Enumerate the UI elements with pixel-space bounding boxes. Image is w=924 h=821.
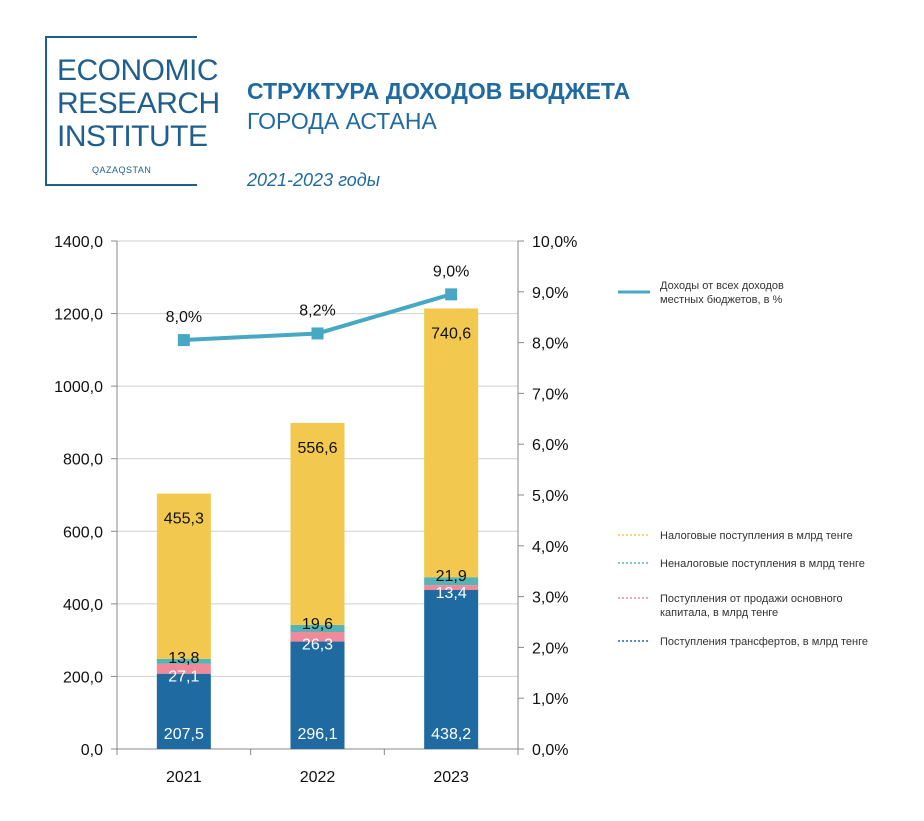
- line-point: [177, 334, 190, 347]
- logo-line-3: INSTITUTE: [57, 120, 208, 153]
- line-point: [445, 288, 458, 301]
- y-tick-label: 600,0: [63, 524, 103, 541]
- bar-segment: [424, 589, 479, 749]
- x-tick-label: 2022: [300, 769, 336, 786]
- data-label-nontax: 19,6: [302, 616, 333, 633]
- bar-segment: [156, 658, 211, 664]
- data-label-transfers: 207,5: [164, 726, 204, 743]
- data-label-tax: 556,6: [297, 440, 337, 457]
- line-label: 9,0%: [433, 263, 469, 280]
- bar-segment: [156, 663, 211, 674]
- line-label: 8,0%: [166, 309, 202, 326]
- y-tick-label: 800,0: [63, 452, 103, 469]
- logo: ECONOMIC RESEARCH INSTITUTE QAZAQSTAN: [45, 36, 220, 186]
- bar-segment: [156, 673, 211, 749]
- bar-segment: [424, 585, 479, 590]
- y2-tick-label: 8,0%: [532, 336, 568, 353]
- y2-tick-label: 3,0%: [532, 590, 568, 607]
- data-label-nontax: 13,8: [168, 650, 199, 667]
- data-label-capital: 13,4: [436, 585, 467, 602]
- legend-label-line: Доходы от всех доходов: [660, 280, 784, 292]
- legend-label-transfers: Поступления трансфертов, в млрд тенге: [660, 636, 868, 648]
- bar-segment: [290, 624, 345, 633]
- y2-tick-label: 6,0%: [532, 437, 568, 454]
- data-label-capital: 27,1: [168, 669, 199, 686]
- bar-segment: [156, 493, 211, 659]
- chart-title: СТРУКТУРА ДОХОДОВ БЮДЖЕТА: [247, 78, 631, 104]
- y2-tick-label: 1,0%: [532, 691, 568, 708]
- y2-tick-label: 5,0%: [532, 488, 568, 505]
- y-tick-label: 400,0: [63, 597, 103, 614]
- bar-segment: [290, 641, 345, 749]
- y-tick-label: 1400,0: [54, 234, 103, 251]
- bar-segment: [424, 577, 479, 586]
- chart-subtitle: ГОРОДА АСТАНА: [247, 108, 437, 134]
- y-tick-label: 200,0: [63, 669, 103, 686]
- logo-line-1: ECONOMIC: [57, 54, 219, 87]
- x-tick-label: 2021: [166, 769, 202, 786]
- legend-label-tax: Налоговые поступления в млрд тенге: [660, 530, 853, 542]
- bar-segment: [290, 422, 345, 625]
- logo-sub: QAZAQSTAN: [92, 165, 152, 175]
- chart-period: 2021-2023 годы: [247, 170, 380, 190]
- data-label-capital: 26,3: [302, 637, 333, 654]
- y2-tick-label: 10,0%: [532, 234, 577, 251]
- y2-tick-label: 2,0%: [532, 640, 568, 657]
- y2-tick-label: 4,0%: [532, 539, 568, 556]
- legend-label-nontax: Неналоговые поступления в млрд тенге: [660, 558, 865, 570]
- y-tick-label: 0,0: [81, 742, 103, 759]
- bar-segment: [424, 308, 479, 578]
- data-label-transfers: 438,2: [431, 726, 471, 743]
- line-point: [311, 327, 324, 340]
- data-label-tax: 740,6: [431, 325, 471, 342]
- legend-label-line: местных бюджетов, в %: [660, 294, 782, 306]
- data-label-transfers: 296,1: [297, 726, 337, 743]
- legend-label-capital: капитала, в млрд тенге: [660, 607, 778, 619]
- x-tick-label: 2023: [433, 769, 469, 786]
- bar-segment: [290, 632, 345, 642]
- legend-label-capital: Поступления от продажи основного: [660, 593, 843, 605]
- y2-tick-label: 9,0%: [532, 285, 568, 302]
- line-label: 8,2%: [299, 302, 335, 319]
- y-tick-label: 1200,0: [54, 307, 103, 324]
- data-label-tax: 455,3: [164, 511, 204, 528]
- y2-tick-label: 7,0%: [532, 386, 568, 403]
- y-tick-label: 1000,0: [54, 379, 103, 396]
- data-label-nontax: 21,9: [436, 568, 467, 585]
- y2-tick-label: 0,0%: [532, 742, 568, 759]
- logo-line-2: RESEARCH: [57, 87, 220, 120]
